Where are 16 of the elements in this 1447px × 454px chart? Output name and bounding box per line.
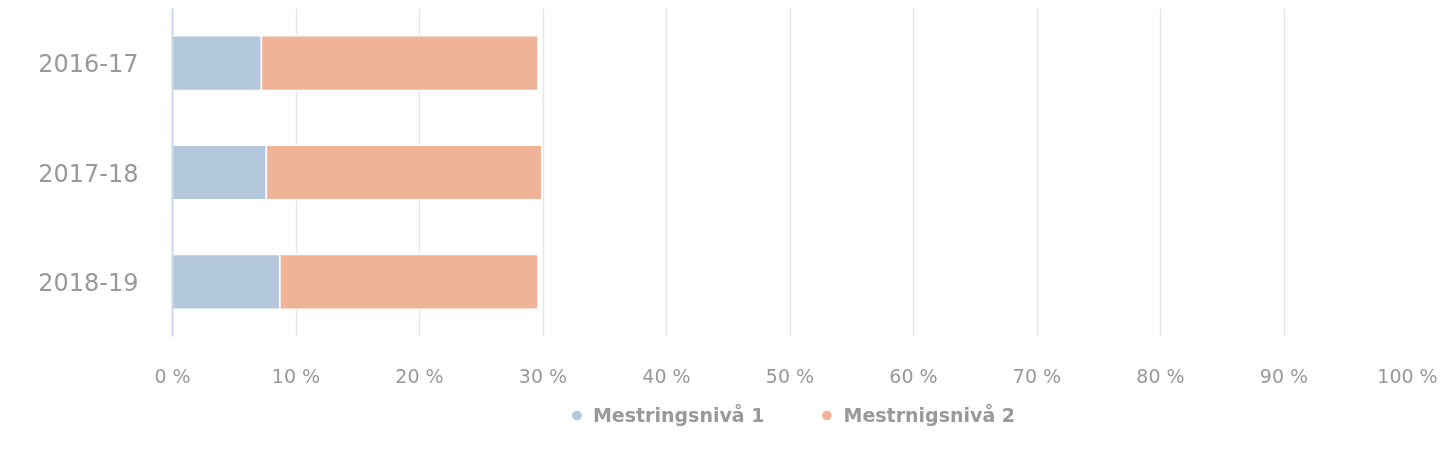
x-tick-label: 70 % [1012, 364, 1062, 387]
x-tick-label: 10 % [271, 364, 321, 387]
x-tick-label: 50 % [765, 364, 815, 387]
y-tick-label: 2018-19 [38, 268, 139, 297]
x-tick-label: 40 % [642, 364, 691, 387]
legend-label: Mestringsnivå 1 [592, 404, 765, 426]
x-tick-label: 60 % [889, 364, 938, 387]
y-tick-label: 2016-17 [38, 50, 139, 79]
y-tick-label: 2017-18 [38, 159, 139, 188]
x-tick-label: 20 % [395, 364, 444, 387]
x-tick-label: 80 % [1136, 364, 1185, 387]
x-tick-label: 30 % [518, 364, 568, 387]
x-tick-label: 0 % [154, 364, 191, 387]
x-tick-label: 100 % [1377, 364, 1438, 387]
legend-label: Mestrnigsnivå 2 [843, 404, 1016, 426]
x-tick-label: 90 % [1259, 364, 1309, 387]
